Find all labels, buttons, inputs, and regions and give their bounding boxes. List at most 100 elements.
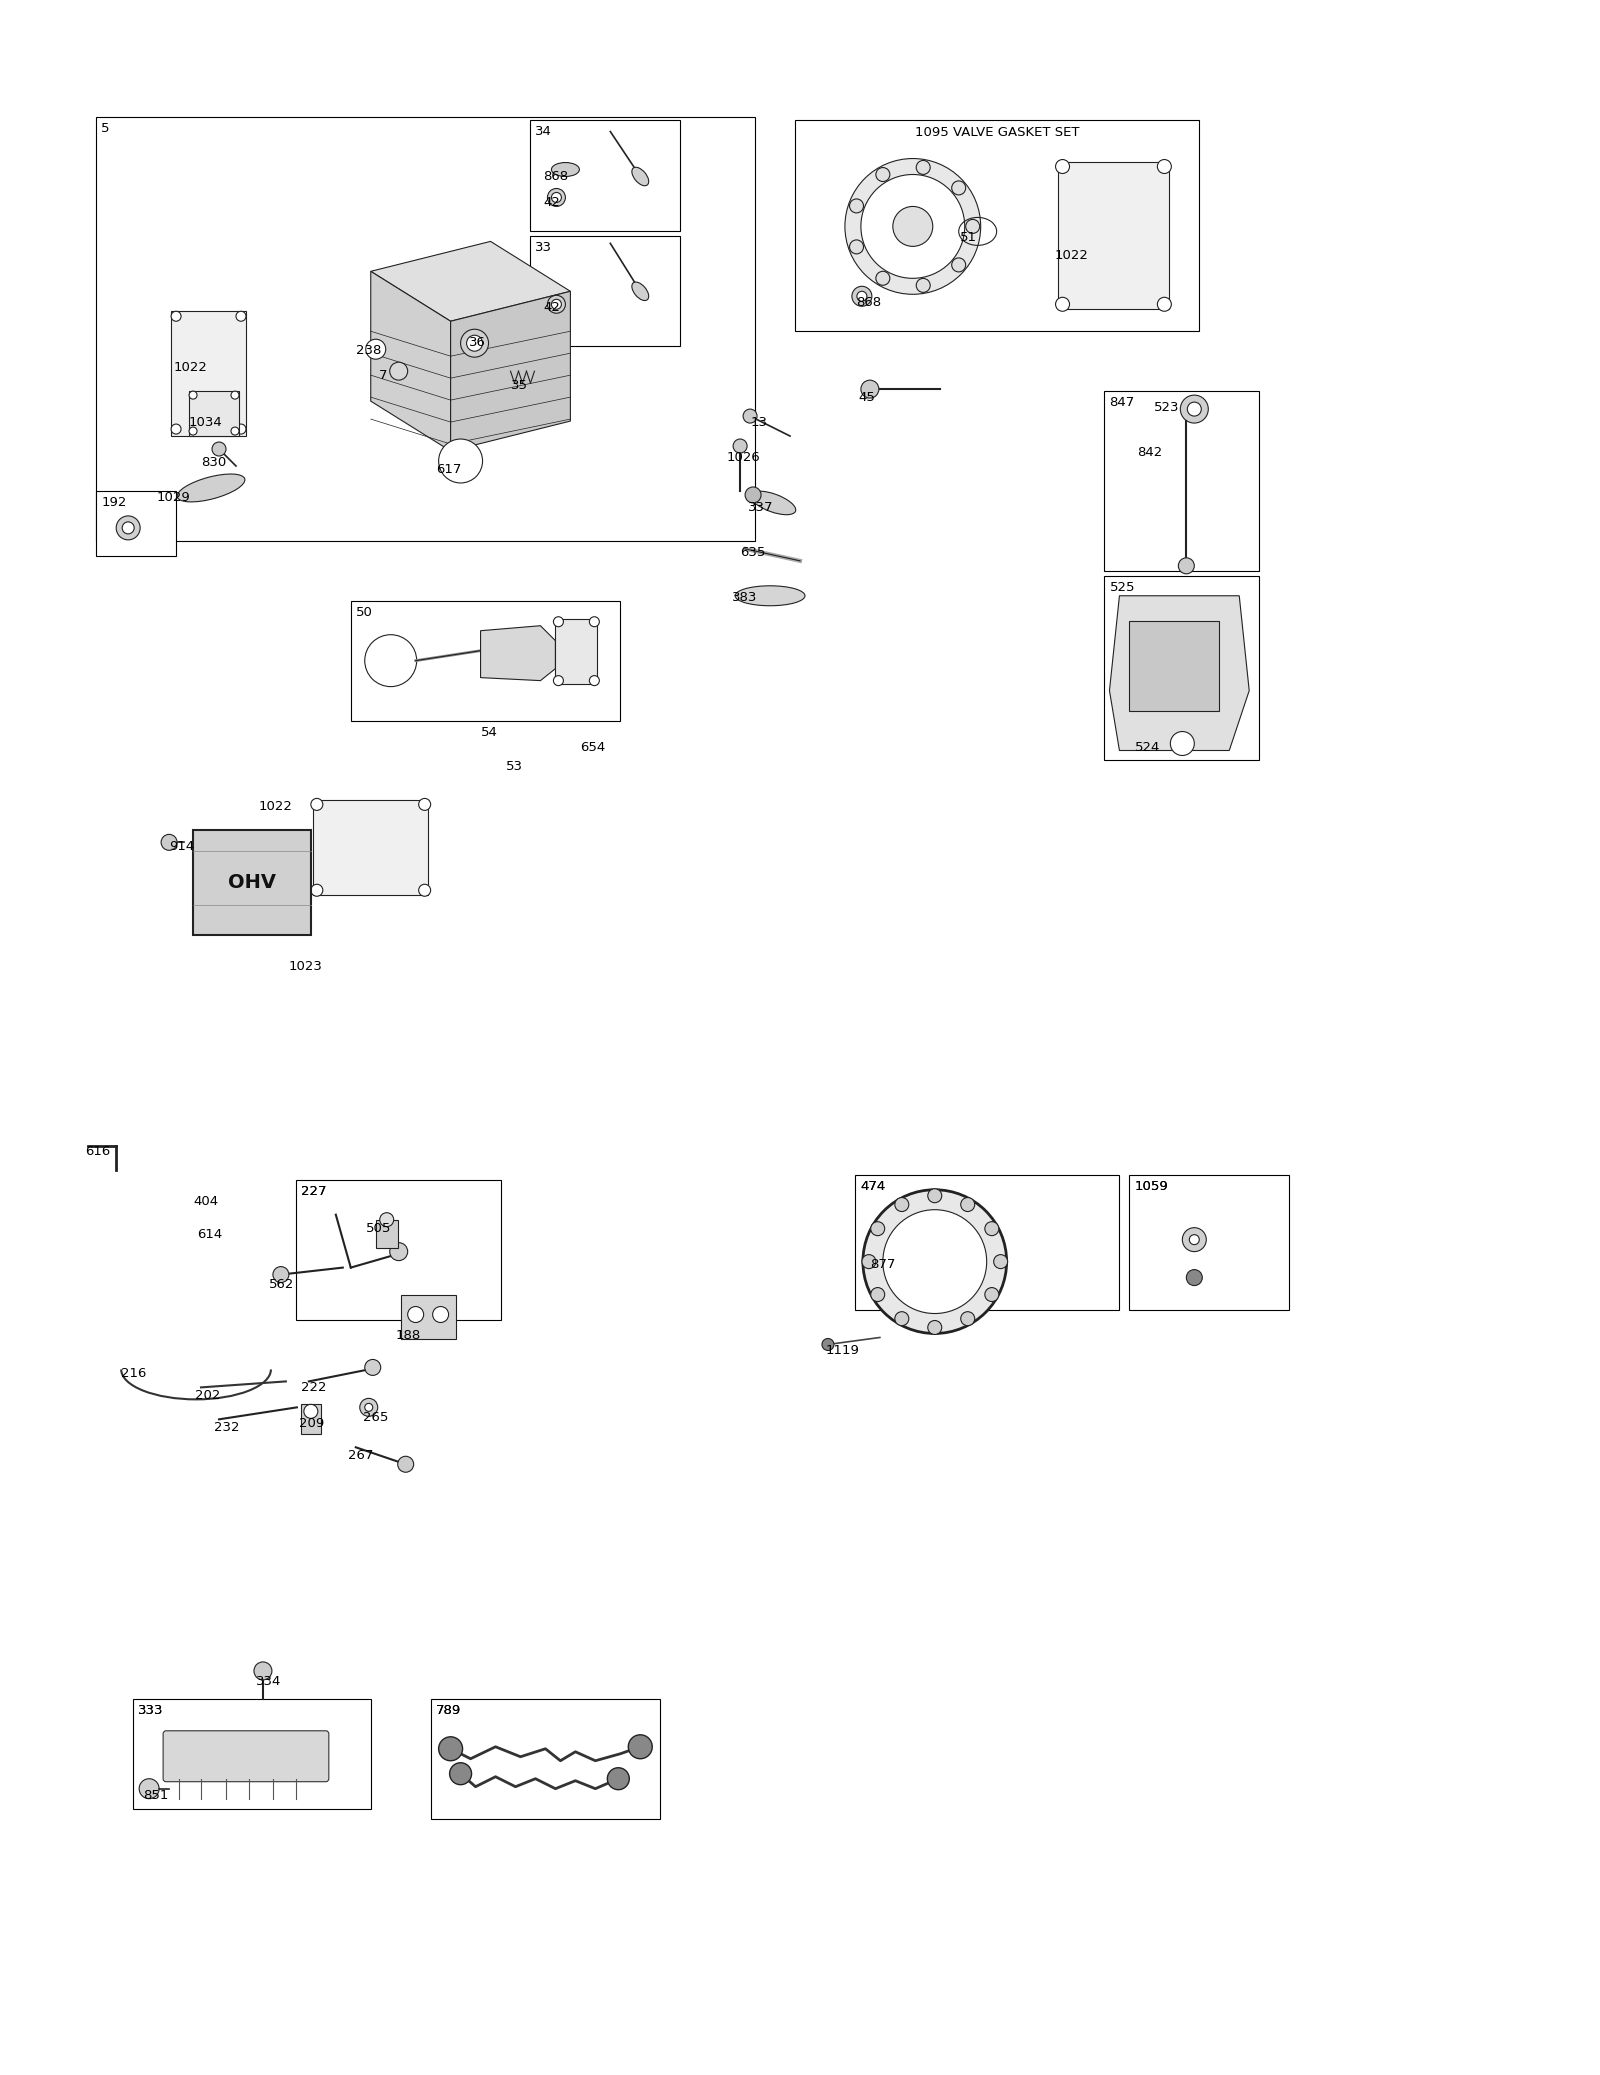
Circle shape xyxy=(862,1189,1006,1334)
Bar xyxy=(555,618,597,683)
Text: 36: 36 xyxy=(469,336,485,349)
Circle shape xyxy=(360,1399,378,1417)
Circle shape xyxy=(552,193,562,203)
Bar xyxy=(96,116,755,542)
Circle shape xyxy=(608,1768,629,1791)
Ellipse shape xyxy=(390,363,408,380)
Circle shape xyxy=(365,635,416,687)
Text: 33: 33 xyxy=(536,241,552,255)
Circle shape xyxy=(365,1403,373,1411)
Circle shape xyxy=(928,1189,942,1204)
Polygon shape xyxy=(371,241,570,322)
Text: 1022: 1022 xyxy=(259,801,293,813)
Text: 1023: 1023 xyxy=(290,961,323,973)
Polygon shape xyxy=(480,627,555,681)
Circle shape xyxy=(379,1212,394,1226)
Circle shape xyxy=(960,1197,974,1212)
Circle shape xyxy=(213,442,226,456)
Bar xyxy=(133,1699,371,1809)
Text: 13: 13 xyxy=(750,417,766,430)
Circle shape xyxy=(171,423,181,434)
Text: 1059: 1059 xyxy=(1134,1181,1168,1193)
Circle shape xyxy=(432,1307,448,1322)
Circle shape xyxy=(861,174,965,278)
Bar xyxy=(296,1181,501,1320)
Circle shape xyxy=(1056,297,1069,311)
Text: 1034: 1034 xyxy=(189,417,222,430)
Circle shape xyxy=(438,1737,462,1762)
Text: 842: 842 xyxy=(1138,446,1163,459)
Text: 1029: 1029 xyxy=(157,492,190,504)
Ellipse shape xyxy=(552,162,579,176)
Bar xyxy=(854,1174,1120,1309)
Text: 1095 VALVE GASKET SET: 1095 VALVE GASKET SET xyxy=(915,127,1080,139)
Circle shape xyxy=(1182,1228,1206,1251)
Bar xyxy=(1104,575,1259,759)
Circle shape xyxy=(171,311,181,322)
Text: 216: 216 xyxy=(122,1367,147,1380)
Circle shape xyxy=(461,330,488,357)
Circle shape xyxy=(746,488,762,502)
Text: 227: 227 xyxy=(301,1185,326,1197)
Text: 523: 523 xyxy=(1154,400,1179,415)
Circle shape xyxy=(894,1197,909,1212)
Circle shape xyxy=(928,1320,942,1334)
Bar xyxy=(376,1220,398,1247)
Circle shape xyxy=(742,409,757,423)
Text: 267: 267 xyxy=(347,1448,373,1463)
Text: 617: 617 xyxy=(435,463,461,475)
Circle shape xyxy=(390,1243,408,1262)
Circle shape xyxy=(850,199,864,214)
Circle shape xyxy=(952,181,966,195)
Circle shape xyxy=(304,1405,318,1419)
Circle shape xyxy=(917,160,930,174)
Text: 209: 209 xyxy=(299,1417,325,1430)
Circle shape xyxy=(893,205,933,247)
Bar xyxy=(1104,390,1259,571)
Circle shape xyxy=(870,1289,885,1301)
Ellipse shape xyxy=(750,492,795,515)
Text: 188: 188 xyxy=(395,1330,421,1343)
Text: 265: 265 xyxy=(363,1411,389,1423)
Text: 334: 334 xyxy=(256,1675,282,1687)
Circle shape xyxy=(162,834,178,851)
Circle shape xyxy=(875,168,890,181)
Text: 333: 333 xyxy=(138,1704,163,1716)
Circle shape xyxy=(994,1255,1008,1268)
Circle shape xyxy=(883,1210,987,1313)
Text: 1026: 1026 xyxy=(726,450,760,465)
Circle shape xyxy=(960,1311,974,1326)
Bar xyxy=(96,492,176,556)
Circle shape xyxy=(450,1764,472,1784)
Circle shape xyxy=(235,423,246,434)
Text: 505: 505 xyxy=(366,1222,390,1235)
Text: 525: 525 xyxy=(1109,581,1134,593)
Text: 474: 474 xyxy=(859,1181,885,1193)
Text: 42: 42 xyxy=(544,197,560,210)
Circle shape xyxy=(875,272,890,284)
Circle shape xyxy=(1056,160,1069,174)
Text: 7: 7 xyxy=(379,369,387,382)
Polygon shape xyxy=(371,272,451,450)
Text: 42: 42 xyxy=(544,301,560,313)
Circle shape xyxy=(230,390,238,398)
Text: 868: 868 xyxy=(856,297,882,309)
Circle shape xyxy=(1178,558,1194,575)
Circle shape xyxy=(254,1662,272,1681)
Text: 851: 851 xyxy=(142,1789,168,1801)
Circle shape xyxy=(310,884,323,896)
Text: 635: 635 xyxy=(741,546,765,558)
Ellipse shape xyxy=(734,585,805,606)
Bar xyxy=(171,311,246,436)
Circle shape xyxy=(986,1222,998,1235)
Circle shape xyxy=(822,1338,834,1351)
Text: 1022: 1022 xyxy=(1054,249,1088,261)
Circle shape xyxy=(1157,297,1171,311)
Text: 54: 54 xyxy=(480,726,498,739)
Circle shape xyxy=(547,189,565,205)
Polygon shape xyxy=(451,290,570,450)
Text: 202: 202 xyxy=(195,1390,221,1403)
Text: 238: 238 xyxy=(355,344,381,357)
Bar xyxy=(301,1405,322,1434)
Bar xyxy=(1130,1174,1290,1309)
